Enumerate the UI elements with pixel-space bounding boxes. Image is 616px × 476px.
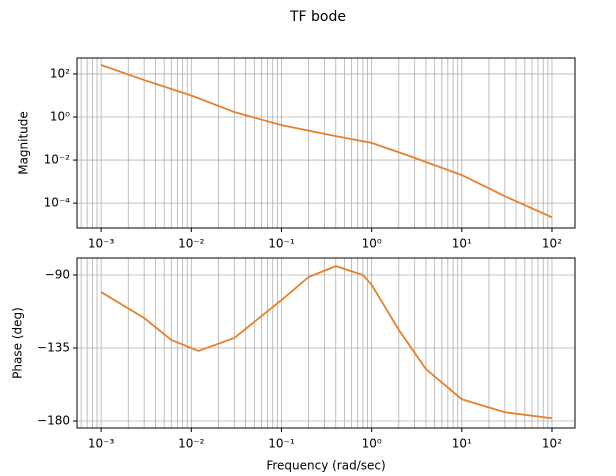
x-tick-label: 10¹ bbox=[452, 237, 472, 251]
line bbox=[100, 64, 553, 219]
x-tick-label: 10⁻² bbox=[178, 237, 205, 251]
x-tick-label: 10² bbox=[542, 437, 562, 451]
y-tick-label: 10⁰ bbox=[50, 110, 70, 124]
y-tick-label: −90 bbox=[45, 268, 70, 282]
figure-title: TF bode bbox=[289, 9, 346, 25]
x-tick-label: 10⁻² bbox=[178, 437, 205, 451]
x-tick-label: 10² bbox=[542, 237, 562, 251]
y-axis-label: Magnitude bbox=[17, 111, 31, 175]
x-tick-label: 10⁻³ bbox=[88, 437, 115, 451]
y-tick-label: −135 bbox=[37, 341, 70, 355]
x-tick-label: 10⁻³ bbox=[88, 237, 115, 251]
x-axis-label: Frequency (rad/sec) bbox=[266, 459, 385, 473]
y-tick-label: −180 bbox=[37, 414, 70, 428]
y-axis-label: Phase (deg) bbox=[11, 307, 25, 379]
y-tick-label: 10⁻² bbox=[44, 153, 71, 167]
axes-frame bbox=[76, 257, 576, 429]
x-tick-label: 10⁰ bbox=[362, 437, 382, 451]
x-tick-label: 10⁰ bbox=[362, 237, 382, 251]
line bbox=[100, 265, 553, 420]
x-tick-label: 10⁻¹ bbox=[268, 437, 295, 451]
x-tick-label: 10⁻¹ bbox=[268, 237, 295, 251]
y-tick-label: 10⁻⁴ bbox=[44, 196, 71, 210]
axes-frame bbox=[76, 57, 576, 229]
y-tick-label: 10² bbox=[50, 66, 70, 80]
x-tick-label: 10¹ bbox=[452, 437, 472, 451]
